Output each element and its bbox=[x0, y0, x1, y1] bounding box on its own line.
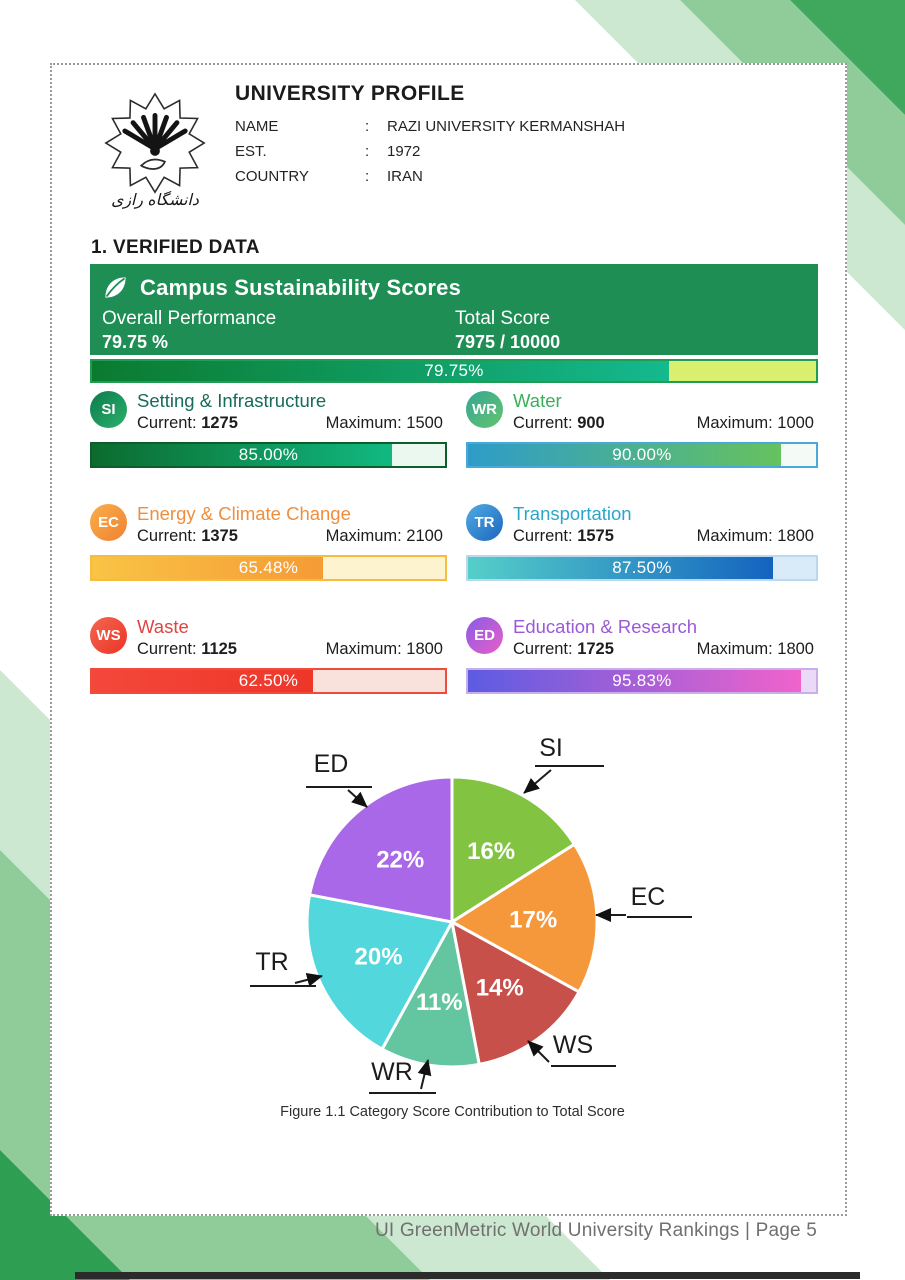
category-scores: Current: 1125 Maximum: 1800 bbox=[137, 638, 443, 661]
field-label: NAME bbox=[235, 118, 279, 135]
field-value: IRAN bbox=[387, 168, 423, 185]
category-progress-bar: 87.50% bbox=[466, 555, 818, 581]
field-label: EST. bbox=[235, 143, 267, 160]
category-current: Current: 1575 bbox=[513, 527, 614, 545]
category-progress-bar: 90.00% bbox=[466, 442, 818, 468]
category-current: Current: 900 bbox=[513, 414, 605, 432]
logo-center-dot bbox=[150, 146, 160, 156]
category-badge-wr: WR bbox=[466, 391, 503, 428]
category-current: Current: 1125 bbox=[137, 640, 237, 658]
category-progress-fill bbox=[92, 557, 324, 579]
category-progress-label: 90.00% bbox=[612, 445, 672, 464]
overall-performance-value: 79.75 % bbox=[102, 332, 169, 352]
field-separator: : bbox=[365, 143, 370, 160]
overall-progress-bar: 79.75% bbox=[90, 359, 818, 383]
footer-text: UI GreenMetric World University Rankings… bbox=[374, 1220, 817, 1241]
field-separator: : bbox=[365, 168, 370, 185]
logo-star-ring bbox=[104, 92, 206, 194]
category-progress-label: 87.50% bbox=[612, 558, 672, 577]
field-separator: : bbox=[365, 118, 370, 135]
category-title: Energy & Climate Change bbox=[137, 503, 351, 524]
category-current: Current: 1725 bbox=[513, 640, 614, 658]
field-value: 1972 bbox=[387, 143, 421, 160]
category-title: Transportation bbox=[513, 503, 632, 524]
category-progress-bar: 65.48% bbox=[90, 555, 447, 581]
logo-bird bbox=[139, 158, 167, 170]
total-score-label: Total Score bbox=[455, 308, 551, 329]
field-label: COUNTRY bbox=[235, 168, 309, 185]
category-progress-fill bbox=[468, 557, 773, 579]
profile-fields: NAME : RAZI UNIVERSITY KERMANSHAH EST. :… bbox=[235, 114, 625, 189]
category-progress-fill bbox=[468, 444, 782, 466]
corner-stripe bbox=[790, 0, 905, 115]
category-progress-bar: 85.00% bbox=[90, 442, 447, 468]
figure-caption: Figure 1.1 Category Score Contribution t… bbox=[280, 1104, 625, 1120]
category-current: Current: 1375 bbox=[137, 527, 238, 545]
category-scores: Current: 1575 Maximum: 1800 bbox=[513, 525, 814, 548]
section-heading: 1. VERIFIED DATA bbox=[91, 237, 260, 258]
category-scores: Current: 1375 Maximum: 2100 bbox=[137, 525, 443, 548]
category-card-wr: WR Water Current: 900 Maximum: 1000 90.0… bbox=[466, 389, 818, 468]
logo-caption: دانشگاه رازی bbox=[111, 190, 200, 209]
category-badge-si: SI bbox=[90, 391, 127, 428]
category-card-ed: ED Education & Research Current: 1725 Ma… bbox=[466, 615, 818, 694]
category-card-tr: TR Transportation Current: 1575 Maximum:… bbox=[466, 502, 818, 581]
category-maximum: Maximum: 2100 bbox=[325, 527, 443, 545]
category-scores: Current: 900 Maximum: 1000 bbox=[513, 412, 814, 435]
category-badge-ed: ED bbox=[466, 617, 503, 654]
category-badge-ec: EC bbox=[90, 504, 127, 541]
page-dotted-border bbox=[50, 63, 847, 1216]
university-logo: دانشگاه رازی bbox=[104, 92, 206, 209]
page-title: UNIVERSITY PROFILE bbox=[235, 82, 465, 105]
category-maximum: Maximum: 1800 bbox=[696, 527, 814, 545]
overall-performance-label: Overall Performance bbox=[102, 308, 277, 329]
category-progress-fill bbox=[468, 670, 802, 692]
category-progress-fill bbox=[92, 670, 313, 692]
overall-progress-label: 79.75% bbox=[424, 361, 484, 380]
sustainability-banner: Campus Sustainability Scores Overall Per… bbox=[90, 264, 818, 355]
category-current: Current: 1275 bbox=[137, 414, 238, 432]
logo-fan bbox=[122, 113, 188, 152]
category-card-ec: EC Energy & Climate Change Current: 1375… bbox=[90, 502, 447, 581]
leaf-icon bbox=[105, 277, 126, 298]
category-badge-ws: WS bbox=[90, 617, 127, 654]
category-progress-bar: 62.50% bbox=[90, 668, 447, 694]
banner-title: Campus Sustainability Scores bbox=[140, 274, 462, 300]
overall-progress-fill bbox=[92, 361, 670, 381]
profile-field-row: EST. : 1972 bbox=[235, 139, 625, 164]
category-card-si: SI Setting & Infrastructure Current: 127… bbox=[90, 389, 447, 468]
category-title: Education & Research bbox=[513, 616, 698, 637]
category-maximum: Maximum: 1800 bbox=[325, 640, 443, 658]
category-maximum: Maximum: 1500 bbox=[325, 414, 443, 432]
category-title: Setting & Infrastructure bbox=[137, 390, 327, 411]
category-title: Waste bbox=[137, 616, 189, 637]
field-value: RAZI UNIVERSITY KERMANSHAH bbox=[387, 118, 626, 135]
category-scores: Current: 1725 Maximum: 1800 bbox=[513, 638, 814, 661]
category-progress-bar: 95.83% bbox=[466, 668, 818, 694]
category-title: Water bbox=[513, 390, 562, 411]
category-scores: Current: 1275 Maximum: 1500 bbox=[137, 412, 443, 435]
total-score-value: 7975 / 10000 bbox=[455, 332, 561, 352]
category-progress-label: 65.48% bbox=[238, 558, 299, 577]
page-edge-bar bbox=[75, 1272, 860, 1279]
profile-field-row: COUNTRY : IRAN bbox=[235, 164, 625, 189]
category-maximum: Maximum: 1000 bbox=[696, 414, 814, 432]
category-progress-label: 62.50% bbox=[238, 671, 299, 690]
category-maximum: Maximum: 1800 bbox=[696, 640, 814, 658]
profile-field-row: NAME : RAZI UNIVERSITY KERMANSHAH bbox=[235, 114, 625, 139]
category-badge-tr: TR bbox=[466, 504, 503, 541]
category-progress-label: 85.00% bbox=[238, 445, 299, 464]
category-card-ws: WS Waste Current: 1125 Maximum: 1800 62.… bbox=[90, 615, 447, 694]
category-progress-fill bbox=[92, 444, 393, 466]
category-progress-label: 95.83% bbox=[612, 671, 672, 690]
